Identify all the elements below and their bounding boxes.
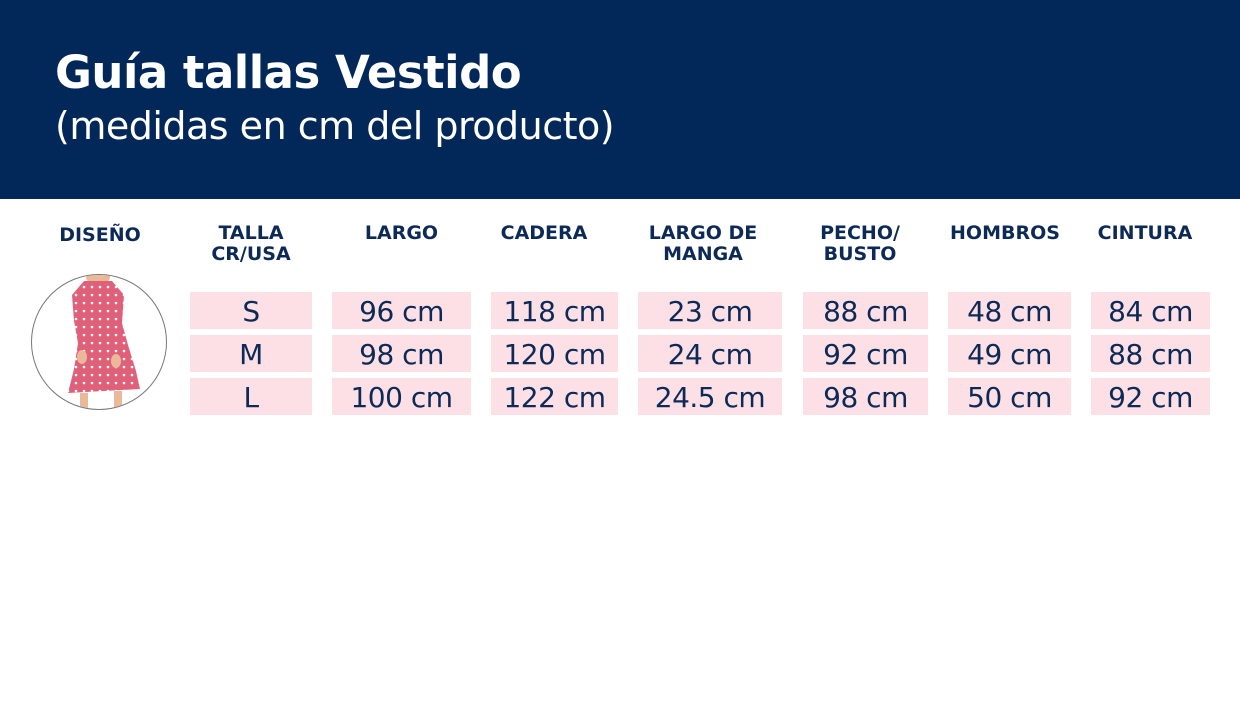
column-header-cintura: CINTURA (1097, 222, 1193, 244)
page-title: Guía tallas Vestido (55, 46, 522, 99)
cell-largo-manga: 24 cm (638, 335, 782, 372)
cell-cadera: 120 cm (491, 335, 618, 372)
cell-hombros: 50 cm (948, 378, 1071, 415)
page-subtitle: (medidas en cm del producto) (55, 104, 615, 148)
cell-pecho-busto: 98 cm (803, 378, 928, 415)
column-header-hombros: HOMBROS (950, 222, 1060, 244)
cell-largo: 96 cm (332, 292, 471, 329)
cell-cadera: 122 cm (491, 378, 618, 415)
column-header-pecho-busto: PECHO/ BUSTO (820, 222, 900, 265)
cell-talla: L (190, 378, 312, 415)
column-header-largo: LARGO (364, 222, 439, 244)
dress-image (31, 274, 167, 410)
column-header-largo-manga: LARGO DE MANGA (648, 222, 758, 265)
cell-hombros: 48 cm (948, 292, 1071, 329)
column-header-cadera: CADERA (500, 222, 588, 244)
cell-hombros: 49 cm (948, 335, 1071, 372)
cell-largo-manga: 24.5 cm (638, 378, 782, 415)
cell-cintura: 92 cm (1091, 378, 1210, 415)
cell-cintura: 88 cm (1091, 335, 1210, 372)
cell-largo-manga: 23 cm (638, 292, 782, 329)
cell-pecho-busto: 92 cm (803, 335, 928, 372)
cell-cintura: 84 cm (1091, 292, 1210, 329)
cell-pecho-busto: 88 cm (803, 292, 928, 329)
column-header-diseno: DISEÑO (59, 224, 141, 246)
cell-cadera: 118 cm (491, 292, 618, 329)
column-header-talla: TALLA CR/USA (211, 222, 291, 265)
cell-talla: S (190, 292, 312, 329)
cell-largo: 98 cm (332, 335, 471, 372)
cell-largo: 100 cm (332, 378, 471, 415)
header-banner: Guía tallas Vestido (medidas en cm del p… (0, 0, 1240, 199)
cell-talla: M (190, 335, 312, 372)
